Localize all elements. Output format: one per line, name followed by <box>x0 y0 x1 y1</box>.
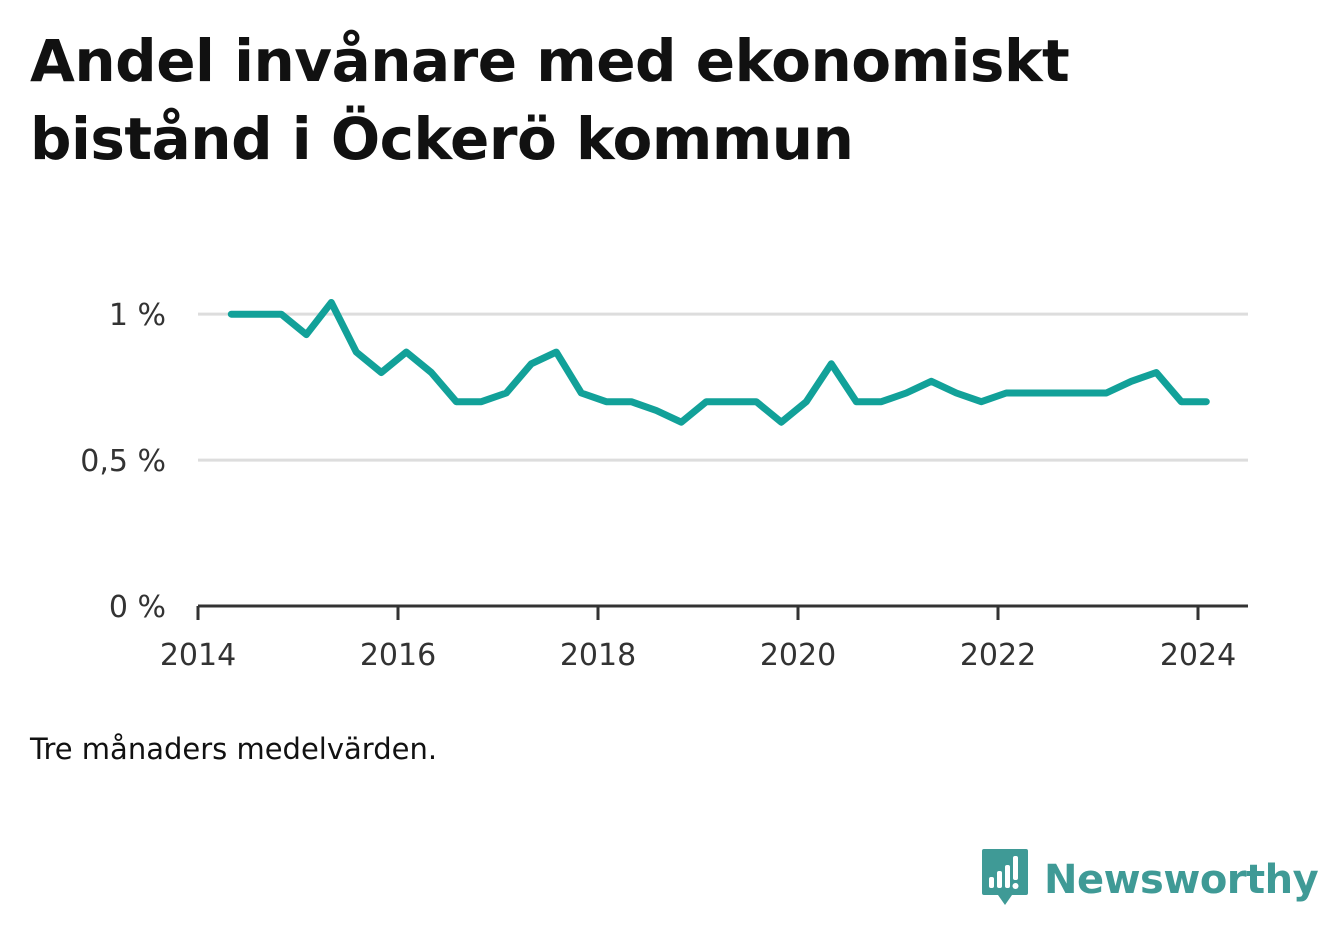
data-point <box>880 401 882 403</box>
x-axis-ticks: 2014 2016 2018 2020 2022 2024 <box>160 606 1236 673</box>
x-tick-label: 2022 <box>960 638 1036 673</box>
data-point <box>655 410 657 411</box>
data-point <box>755 401 757 403</box>
data-point <box>605 401 607 403</box>
data-point <box>930 380 932 382</box>
data-point <box>1180 401 1182 403</box>
data-point <box>380 372 382 373</box>
data-point <box>280 313 282 315</box>
data-point <box>1155 372 1157 373</box>
data-point <box>555 351 557 353</box>
data-point <box>580 392 582 394</box>
data-point <box>430 372 432 373</box>
data-point <box>705 401 707 403</box>
brand-name: Newsworthy <box>1044 857 1319 903</box>
series-line <box>227 299 1210 426</box>
data-point <box>1080 392 1082 394</box>
data-point <box>305 334 307 336</box>
x-tick-label: 2018 <box>560 638 636 673</box>
data-point <box>330 302 332 303</box>
x-tick-label: 2024 <box>1160 638 1236 673</box>
data-point <box>455 401 457 403</box>
data-point <box>955 392 957 394</box>
data-point <box>355 351 357 353</box>
y-tick-label: 0 % <box>109 590 166 625</box>
y-tick-label: 1 % <box>109 298 166 333</box>
data-point <box>830 363 832 365</box>
gridlines <box>198 312 1248 462</box>
data-point <box>255 313 257 315</box>
data-point <box>805 401 807 403</box>
data-point <box>1005 392 1007 394</box>
data-point <box>1130 380 1132 382</box>
data-points <box>230 302 1207 423</box>
data-point <box>680 421 682 423</box>
x-tick-label: 2020 <box>760 638 836 673</box>
brand-logo: Newsworthy <box>980 847 1319 913</box>
data-point <box>530 363 532 365</box>
data-point <box>630 401 632 403</box>
x-tick-label: 2014 <box>160 638 236 673</box>
data-point <box>480 401 482 403</box>
data-point <box>505 392 507 394</box>
chart-note: Tre månaders medelvärden. <box>30 732 438 766</box>
data-point <box>1105 392 1107 394</box>
data-point <box>905 392 907 394</box>
chart-title: Andel invånare med ekonomiskt bistånd i … <box>30 27 1070 173</box>
data-point <box>1030 392 1032 394</box>
y-axis-ticks: 0 % 0,5 % 1 % <box>80 298 166 625</box>
data-point <box>405 351 407 353</box>
data-point <box>780 421 782 423</box>
data-point <box>1055 392 1057 394</box>
x-tick-label: 2016 <box>360 638 436 673</box>
y-tick-label: 0,5 % <box>80 444 166 479</box>
data-point <box>230 313 232 315</box>
data-point <box>980 401 982 403</box>
data-point <box>1205 401 1207 403</box>
data-point <box>855 401 857 403</box>
data-point <box>730 401 732 403</box>
bar-chart-speech-bubble-icon <box>980 847 1030 913</box>
